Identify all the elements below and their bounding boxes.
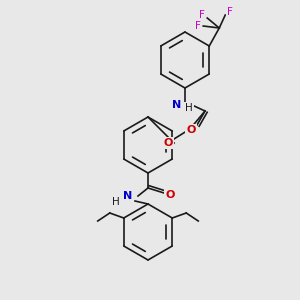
Text: O: O	[186, 125, 196, 135]
Text: F: F	[195, 21, 201, 31]
Text: N: N	[123, 191, 133, 201]
Text: O: O	[163, 138, 173, 148]
Text: N: N	[172, 100, 182, 110]
Text: F: F	[199, 10, 205, 20]
Text: H: H	[185, 103, 193, 113]
Text: F: F	[227, 7, 233, 17]
Text: O: O	[165, 190, 175, 200]
Text: H: H	[112, 197, 120, 207]
